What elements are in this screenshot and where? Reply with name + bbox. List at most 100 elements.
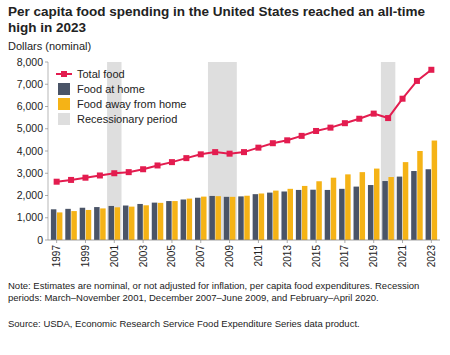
bar: [302, 186, 307, 240]
x-tick-label: 2023: [426, 245, 437, 268]
line-marker: [255, 145, 261, 151]
y-tick-label: 0: [37, 234, 43, 246]
line-marker: [385, 115, 391, 121]
bar: [331, 178, 336, 240]
x-tick-label: 2019: [368, 245, 379, 268]
line-marker: [169, 159, 175, 165]
bar: [100, 208, 105, 240]
bar: [339, 189, 344, 240]
line-marker: [313, 128, 319, 134]
line-marker: [68, 177, 74, 183]
bar: [259, 193, 264, 240]
bar: [432, 141, 437, 240]
bar: [215, 196, 220, 240]
line-marker: [270, 140, 276, 146]
bar: [80, 208, 85, 240]
y-tick: [45, 62, 48, 63]
bar: [94, 207, 99, 240]
y-tick-label: 4,000: [17, 145, 43, 157]
line-marker: [198, 151, 204, 157]
bar: [397, 177, 402, 240]
bar: [224, 197, 229, 240]
bar: [51, 209, 56, 240]
line-marker: [284, 137, 290, 143]
bar: [166, 201, 171, 240]
line-marker: [241, 149, 247, 155]
bar: [109, 206, 114, 240]
bar: [123, 206, 128, 240]
bar: [152, 203, 157, 240]
bar: [374, 169, 379, 240]
line-marker: [54, 179, 60, 185]
y-tick: [45, 84, 48, 85]
line-marker: [111, 170, 117, 176]
bar: [143, 205, 148, 240]
x-tick: [200, 240, 201, 243]
line-marker: [414, 78, 420, 84]
bar: [325, 190, 330, 240]
y-tick-label: 7,000: [17, 78, 43, 90]
y-tick: [45, 173, 48, 174]
bar: [230, 197, 235, 240]
y-tick-label: 8,000: [17, 56, 43, 68]
legend-swatch: [58, 113, 70, 125]
legend-swatch: [58, 83, 70, 95]
legend-swatch: [58, 98, 70, 110]
y-axis-label: Dollars (nominal): [8, 40, 91, 52]
y-tick-label: 5,000: [17, 122, 43, 134]
bar: [296, 190, 301, 240]
legend: Total foodFood at homeFood away from hom…: [56, 68, 186, 125]
bar: [238, 196, 243, 240]
x-tick-label: 2013: [282, 245, 293, 268]
bar: [403, 162, 408, 240]
bar: [388, 177, 393, 240]
bar: [129, 207, 134, 240]
line-marker: [356, 116, 362, 122]
bar: [417, 151, 422, 240]
total-line: [57, 70, 432, 182]
bar: [71, 211, 76, 240]
source: Source: USDA, Economic Research Service …: [8, 318, 444, 330]
line-marker: [183, 155, 189, 161]
line-marker: [227, 151, 233, 157]
bar: [201, 197, 206, 240]
bar: [267, 193, 272, 240]
bar: [158, 203, 163, 240]
line-marker: [140, 166, 146, 172]
y-tick-label: 1,000: [17, 211, 43, 223]
line-marker: [342, 120, 348, 126]
x-tick: [171, 240, 172, 243]
bar: [354, 187, 359, 240]
y-tick: [45, 240, 48, 241]
y-axis-line: [48, 62, 49, 240]
x-tick-label: 1999: [80, 245, 91, 268]
x-tick: [344, 240, 345, 243]
legend-label: Food away from home: [77, 98, 186, 110]
bar: [86, 210, 91, 240]
x-tick-label: 2005: [166, 245, 177, 268]
x-tick: [258, 240, 259, 243]
y-tick-label: 6,000: [17, 100, 43, 112]
bar: [281, 191, 286, 240]
bar: [411, 171, 416, 240]
chart: 01,0002,0003,0004,0005,0006,0007,0008,00…: [0, 0, 450, 280]
bar: [137, 204, 142, 240]
bar: [273, 191, 278, 240]
line-marker: [299, 133, 305, 139]
x-tick-label: 2009: [224, 245, 235, 268]
x-tick: [316, 240, 317, 243]
legend-label: Total food: [77, 68, 125, 80]
x-tick: [402, 240, 403, 243]
line-marker: [400, 96, 406, 102]
bar: [345, 174, 350, 240]
bar: [288, 189, 293, 240]
line-marker: [126, 169, 132, 175]
y-tick-label: 3,000: [17, 167, 43, 179]
x-tick: [143, 240, 144, 243]
x-tick-label: 2021: [397, 245, 408, 268]
bar: [316, 181, 321, 240]
bar: [172, 201, 177, 240]
x-tick-label: 2011: [253, 245, 264, 267]
line-marker: [212, 149, 218, 155]
x-tick-label: 2007: [195, 245, 206, 268]
